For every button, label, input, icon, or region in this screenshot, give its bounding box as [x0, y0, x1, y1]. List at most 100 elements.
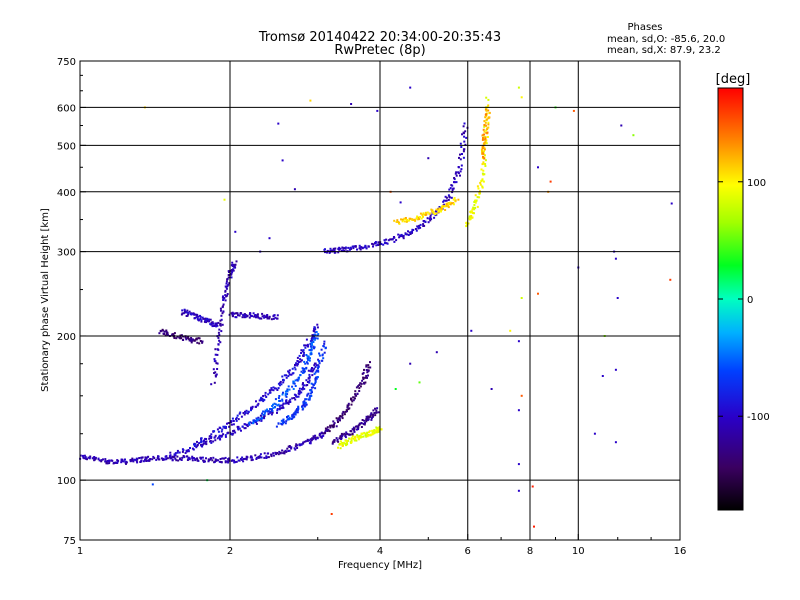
data-point — [486, 127, 489, 130]
data-point — [485, 115, 488, 118]
data-point — [460, 168, 463, 171]
data-point — [264, 391, 267, 394]
data-point — [205, 443, 208, 446]
data-point — [175, 337, 178, 340]
data-point — [173, 332, 176, 335]
data-point — [195, 338, 198, 341]
data-point — [391, 238, 394, 241]
data-point — [205, 318, 208, 321]
data-point — [323, 342, 326, 345]
data-point — [114, 461, 117, 464]
data-point — [419, 226, 422, 229]
data-point — [427, 221, 430, 224]
data-point — [276, 317, 279, 320]
data-point — [422, 223, 425, 226]
data-point — [292, 414, 295, 417]
data-point — [601, 375, 604, 377]
data-point — [300, 370, 303, 373]
data-point — [82, 454, 84, 457]
data-point — [312, 383, 314, 386]
data-point — [223, 426, 226, 429]
data-point — [302, 369, 305, 372]
data-point — [125, 462, 127, 465]
data-point — [171, 459, 174, 462]
data-point — [345, 431, 348, 434]
data-point — [194, 313, 197, 316]
data-point — [350, 441, 353, 444]
data-point — [83, 454, 86, 457]
data-point — [185, 338, 188, 341]
data-point — [260, 396, 263, 399]
data-point — [324, 248, 326, 251]
data-point — [421, 214, 424, 217]
data-point — [295, 443, 298, 446]
data-point — [307, 358, 309, 361]
data-point — [83, 457, 86, 460]
data-point — [362, 435, 365, 438]
data-point — [165, 457, 168, 460]
data-point — [122, 460, 125, 463]
data-point — [201, 456, 204, 459]
data-point — [397, 221, 400, 223]
data-point — [245, 458, 248, 461]
data-point — [336, 419, 339, 422]
data-point — [244, 412, 247, 414]
data-point — [397, 233, 400, 236]
data-point — [277, 387, 280, 390]
data-point — [312, 369, 315, 372]
data-point — [453, 178, 456, 181]
data-point — [459, 142, 462, 145]
data-point — [295, 395, 298, 398]
data-point — [389, 238, 392, 241]
data-point — [463, 122, 466, 125]
data-point — [435, 208, 438, 211]
data-point — [470, 210, 473, 213]
data-point — [236, 456, 239, 459]
data-point — [246, 456, 249, 459]
data-point — [223, 198, 226, 201]
data-point — [222, 299, 225, 301]
data-point — [244, 316, 247, 319]
data-point — [293, 397, 296, 399]
data-point — [337, 251, 340, 254]
data-point — [426, 211, 429, 214]
data-point — [216, 368, 219, 370]
data-point — [348, 407, 351, 410]
data-point — [315, 364, 318, 367]
data-point — [193, 445, 196, 447]
data-point — [298, 393, 301, 396]
data-point — [355, 386, 358, 389]
data-point — [281, 375, 284, 378]
data-point — [212, 322, 214, 325]
data-point — [155, 458, 158, 461]
data-point — [282, 402, 285, 405]
data-point — [267, 413, 270, 416]
data-point — [285, 376, 288, 379]
data-point — [406, 233, 408, 236]
data-point — [367, 370, 370, 373]
data-point — [371, 416, 374, 418]
data-point — [300, 391, 303, 394]
data-point — [305, 338, 308, 341]
data-point — [362, 376, 365, 379]
data-point — [459, 153, 461, 156]
data-point — [220, 309, 222, 312]
data-point — [276, 389, 279, 391]
data-point — [481, 134, 484, 137]
data-point — [445, 203, 448, 206]
data-point — [120, 461, 123, 464]
data-point — [448, 188, 451, 191]
data-point — [273, 314, 276, 317]
data-point — [351, 432, 354, 435]
data-point — [422, 215, 424, 218]
colorbar-label: [deg] — [716, 72, 751, 87]
data-point — [141, 456, 143, 459]
data-point — [470, 215, 473, 217]
data-point — [349, 433, 352, 436]
data-point — [312, 435, 315, 438]
data-point — [474, 194, 477, 197]
data-point — [459, 170, 462, 173]
data-point — [333, 422, 336, 425]
data-point — [191, 459, 194, 462]
data-point — [400, 233, 403, 236]
